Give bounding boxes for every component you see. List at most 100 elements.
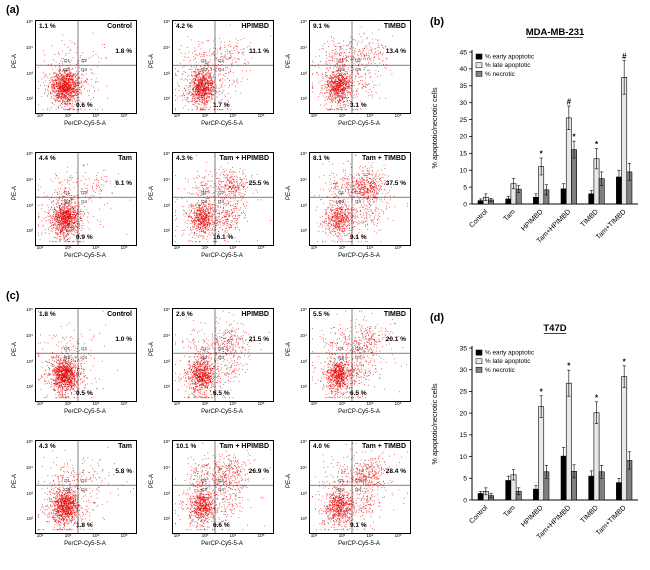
- axis-tick-label: 10⁵: [120, 401, 128, 406]
- scatter-dots-canvas: [36, 21, 136, 113]
- flow-scatter-plot: Tam 4.4 % 6.1 % 0.9 % Q1 Q2 Q3 Q4: [35, 152, 137, 246]
- axis-tick-label: 10²: [300, 228, 307, 234]
- quadrant-q4-label: Q4: [218, 354, 225, 360]
- flow-x-ticks: 10² 10³ 10⁴ 10⁵: [309, 245, 409, 252]
- quadrant-q4-percent: 6.5 %: [350, 389, 367, 397]
- flow-y-ticks: 10⁵ 10⁴ 10³ 10²: [158, 19, 171, 112]
- legend-label: % late apoptotic: [485, 62, 531, 69]
- flow-scatter-plot: Tam + TIMBD 4.0 % 28.4 % 9.1 % Q1 Q2 Q3 …: [309, 440, 411, 534]
- quadrant-q3-label: Q3: [64, 354, 71, 360]
- quadrant-q4-percent: 3.1 %: [350, 101, 367, 109]
- quadrant-q1-percent: 4.3 %: [176, 155, 193, 162]
- quadrant-q1-percent: 9.1 %: [313, 23, 330, 30]
- axis-tick-label: 10⁴: [366, 533, 374, 538]
- flow-plot-title: Tam: [117, 443, 133, 450]
- flow-x-ticks: 10² 10³ 10⁴ 10⁵: [35, 245, 135, 252]
- axis-tick-label: 10²: [163, 516, 170, 522]
- axis-tick-label: 10⁵: [394, 113, 402, 118]
- quadrant-q4-percent: 0.5 %: [76, 389, 93, 397]
- chart-title: MDA-MB-231: [526, 27, 585, 38]
- x-tick-label: HPIMBD: [520, 504, 544, 528]
- scatter-dots-canvas: [173, 153, 273, 245]
- flow-scatter-plot: Tam + HPIMBD 4.3 % 25.5 % 16.1 % Q1 Q2 Q…: [172, 152, 274, 246]
- axis-tick-label: 10²: [163, 96, 170, 102]
- quadrant-q1-percent: 4.2 %: [176, 23, 193, 30]
- axis-tick-label: 10⁵: [163, 307, 170, 312]
- significance-marker: *: [567, 362, 571, 371]
- flow-plot: PE-A 10⁵ 10⁴ 10³ 10² HPIMBD 4.2 % 11.1 % 1.…: [145, 14, 282, 146]
- flow-y-ticks: 10⁵ 10⁴ 10³ 10²: [158, 439, 171, 532]
- flow-plot-title: HPIMBD: [240, 23, 270, 30]
- legend-swatch: [475, 62, 483, 69]
- quadrant-q2-percent: 28.4 %: [385, 467, 406, 475]
- flow-x-ticks: 10² 10³ 10⁴ 10⁵: [309, 113, 409, 120]
- quadrant-q2-label: Q2: [81, 345, 88, 351]
- axis-tick-label: 10⁴: [300, 44, 307, 50]
- x-tick-label: Tam+TIMBD: [595, 208, 628, 241]
- quadrant-q4-label: Q4: [81, 198, 88, 204]
- flow-scatter-plot: Control 1.1 % 1.8 % 0.6 % Q1 Q2 Q3 Q4: [35, 20, 137, 114]
- y-tick-label: 30: [459, 100, 467, 107]
- quadrant-q4-percent: 9.1 %: [350, 233, 367, 241]
- axis-tick-label: 10⁴: [229, 401, 237, 406]
- axis-tick-label: 10³: [64, 113, 72, 118]
- flow-scatter-plot: Tam + TIMBD 8.1 % 37.5 % 9.1 % Q1 Q2 Q3 …: [309, 152, 411, 246]
- flow-plot: PE-A 10⁵ 10⁴ 10³ 10² Tam + TIMBD 8.1 % 37.5…: [282, 146, 419, 278]
- flow-y-ticks: 10⁵ 10⁴ 10³ 10²: [295, 19, 308, 112]
- significance-marker: *: [623, 357, 627, 366]
- y-axis-label: % apoptotic/necrotic cells: [430, 383, 439, 465]
- axis-tick-label: 10⁵: [120, 533, 128, 538]
- quadrant-q1-label: Q1: [338, 477, 345, 483]
- significance-marker: *: [595, 140, 599, 149]
- axis-tick-label: 10⁴: [26, 176, 33, 182]
- flow-y-ticks: 10⁵ 10⁴ 10³ 10²: [21, 151, 34, 244]
- axis-tick-label: 10³: [201, 533, 209, 538]
- axis-tick-label: 10⁴: [26, 332, 33, 338]
- bar: [621, 77, 628, 205]
- axis-tick-label: 10³: [338, 245, 346, 250]
- axis-tick-label: 10⁵: [163, 151, 170, 156]
- quadrant-q2-percent: 13.4 %: [385, 47, 406, 55]
- scatter-dots-canvas: [310, 153, 410, 245]
- quadrant-q1-label: Q1: [338, 57, 345, 63]
- axis-tick-label: 10⁴: [366, 245, 374, 250]
- axis-tick-label: 10⁴: [163, 464, 170, 470]
- flow-x-axis-label: PerCP-Cy5-5-A: [201, 121, 243, 127]
- flow-y-axis-label: PE-A: [149, 473, 155, 488]
- axis-tick-label: 10³: [201, 401, 209, 406]
- axis-tick-label: 10²: [26, 384, 33, 390]
- flow-y-axis-label: PE-A: [12, 473, 18, 488]
- quadrant-q3-label: Q3: [64, 66, 71, 72]
- axis-tick-label: 10³: [338, 533, 346, 538]
- axis-tick-label: 10⁴: [92, 401, 100, 406]
- quadrant-q2-label: Q2: [355, 57, 362, 63]
- x-tick-label: TIMBD: [580, 208, 600, 228]
- scatter-dots-canvas: [36, 309, 136, 401]
- flow-y-axis-label: PE-A: [286, 473, 292, 488]
- flow-x-axis-label: PerCP-Cy5-5-A: [338, 409, 380, 415]
- axis-tick-label: 10⁴: [300, 332, 307, 338]
- quadrant-q2-percent: 5.8 %: [115, 467, 132, 475]
- flow-scatter-plot: Tam + HPIMBD 10.1 % 26.9 % 6.6 % Q1 Q2 Q…: [172, 440, 274, 534]
- quadrant-q4-label: Q4: [355, 66, 362, 72]
- flow-plot: PE-A 10⁵ 10⁴ 10³ 10² Tam + HPIMBD 10.1 % 26…: [145, 434, 282, 566]
- flow-plot: PE-A 10⁵ 10⁴ 10³ 10² Tam + HPIMBD 4.3 % 25.…: [145, 146, 282, 278]
- panel-b-label: (b): [430, 16, 445, 28]
- flow-plot: PE-A 10⁵ 10⁴ 10³ 10² TIMBD 5.5 % 20.1 % 6.5…: [282, 302, 419, 434]
- axis-tick-label: 10⁵: [163, 439, 170, 444]
- quadrant-q3-label: Q3: [64, 198, 71, 204]
- axis-tick-label: 10⁵: [300, 439, 307, 444]
- flow-panel-c: PE-A 10⁵ 10⁴ 10³ 10² Control 1.8 % 1.0 % 0.…: [8, 302, 419, 566]
- axis-tick-label: 10⁵: [120, 113, 128, 118]
- axis-tick-label: 10²: [26, 516, 33, 522]
- quadrant-q1-percent: 4.0 %: [313, 443, 330, 450]
- quadrant-q4-label: Q4: [218, 66, 225, 72]
- axis-tick-label: 10³: [26, 70, 33, 76]
- axis-tick-label: 10⁴: [92, 533, 100, 538]
- axis-tick-label: 10²: [36, 245, 44, 250]
- quadrant-q4-label: Q4: [355, 354, 362, 360]
- quadrant-q3-label: Q3: [201, 354, 208, 360]
- quadrant-q1-label: Q1: [64, 57, 71, 63]
- quadrant-q4-percent: 16.1 %: [213, 233, 234, 241]
- flow-x-ticks: 10² 10³ 10⁴ 10⁵: [309, 533, 409, 540]
